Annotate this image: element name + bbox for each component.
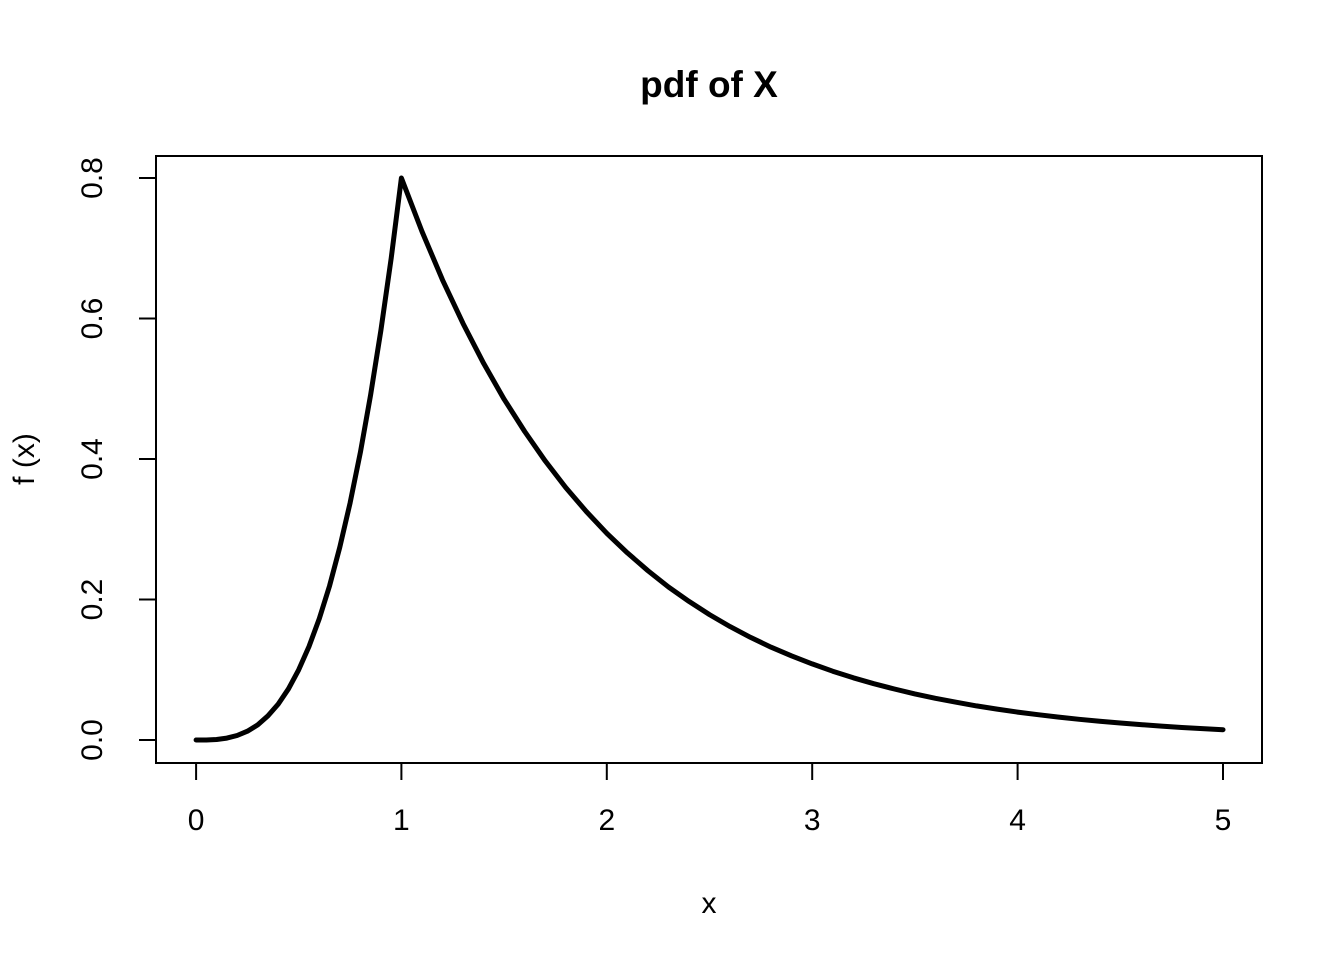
pdf-curve (193, 175, 1226, 743)
x-tick-label: 1 (393, 804, 410, 837)
plot-title: pdf of X (640, 64, 778, 105)
x-tick-label: 2 (598, 804, 615, 837)
x-tick-label: 3 (804, 804, 821, 837)
y-tick-label: 0.0 (76, 719, 109, 761)
x-axis-ticks (195, 763, 1224, 780)
y-axis-tick-labels: 0.0 0.2 0.4 0.6 0.8 (76, 157, 109, 761)
x-axis-label: x (702, 887, 717, 920)
x-axis-tick-labels: 0 1 2 3 4 5 (188, 804, 1232, 837)
y-tick-label: 0.8 (76, 157, 109, 199)
x-tick-label: 0 (188, 804, 205, 837)
y-tick-label: 0.6 (76, 298, 109, 340)
y-tick-label: 0.4 (76, 438, 109, 480)
plot-box (155, 155, 1263, 764)
y-axis-ticks (139, 177, 156, 741)
x-tick-label: 5 (1215, 804, 1232, 837)
y-tick-label: 0.2 (76, 579, 109, 621)
y-axis-label: f (x) (8, 433, 41, 485)
x-tick-label: 4 (1009, 804, 1026, 837)
